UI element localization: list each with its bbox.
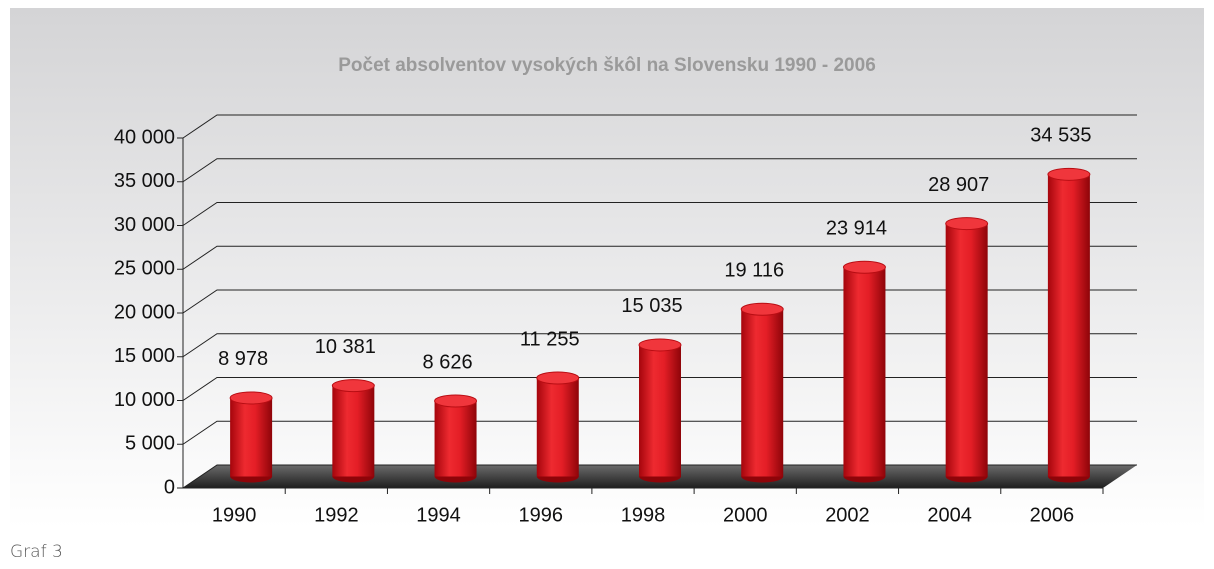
x-tick-label: 1996 xyxy=(519,504,564,526)
x-tick-label: 1994 xyxy=(416,504,461,526)
bar-top xyxy=(945,217,989,231)
grid-line xyxy=(182,289,1137,314)
bar-top xyxy=(536,371,580,385)
chart-title: Počet absolventov vysokých škôl na Slove… xyxy=(338,55,876,76)
value-label: 8 626 xyxy=(423,351,473,373)
grid-line xyxy=(182,114,1137,139)
x-tick-label: 1992 xyxy=(314,504,359,526)
chart: Počet absolventov vysokých škôl na Slove… xyxy=(10,8,1204,528)
bar-top xyxy=(842,260,886,274)
value-label: 10 381 xyxy=(315,336,376,358)
x-tick-label: 1998 xyxy=(621,504,666,526)
x-tick-label: 1990 xyxy=(212,504,257,526)
bar xyxy=(230,397,273,477)
bar-top xyxy=(638,338,682,352)
bar xyxy=(434,401,477,477)
bar-top xyxy=(229,391,273,405)
grid-line xyxy=(182,202,1137,226)
bar-top xyxy=(740,302,784,316)
bar xyxy=(741,309,784,477)
bar xyxy=(639,344,681,477)
x-tick-label: 2002 xyxy=(825,504,870,526)
bar xyxy=(945,223,988,477)
y-tick-label: 15 000 xyxy=(114,345,175,367)
bar xyxy=(1047,174,1090,477)
caption: Graf 3 xyxy=(10,542,63,562)
value-label: 8 978 xyxy=(218,348,268,370)
y-tick-label: 10 000 xyxy=(114,389,175,411)
value-label: 28 907 xyxy=(928,174,989,196)
x-tick-label: 2006 xyxy=(1030,504,1075,526)
value-label: 11 255 xyxy=(520,328,580,350)
chart-background xyxy=(10,8,1204,528)
bar-top xyxy=(1047,167,1091,181)
grid-line xyxy=(182,333,1137,358)
x-tick-label: 2000 xyxy=(723,504,768,526)
value-label: 15 035 xyxy=(621,295,682,317)
bar xyxy=(332,385,375,477)
grid-line xyxy=(182,158,1137,183)
grid-line xyxy=(182,464,1137,489)
grid-line xyxy=(182,377,1137,401)
bar-top xyxy=(331,379,375,393)
value-label: 19 116 xyxy=(724,260,784,282)
y-tick-label: 20 000 xyxy=(114,301,175,323)
y-tick-label: 40 000 xyxy=(114,126,175,148)
y-tick-label: 35 000 xyxy=(114,170,175,192)
bar xyxy=(536,378,579,477)
y-tick-label: 25 000 xyxy=(114,258,175,280)
bar xyxy=(843,267,886,477)
bar-top xyxy=(434,394,478,408)
y-tick-label: 30 000 xyxy=(114,214,175,236)
value-label: 23 914 xyxy=(826,218,887,240)
grid-line xyxy=(182,245,1137,270)
grid-line xyxy=(182,420,1137,445)
y-tick-label: 0 xyxy=(164,476,175,498)
y-tick-label: 5 000 xyxy=(125,433,175,455)
value-label: 34 535 xyxy=(1030,125,1091,147)
x-tick-label: 2004 xyxy=(927,504,972,526)
